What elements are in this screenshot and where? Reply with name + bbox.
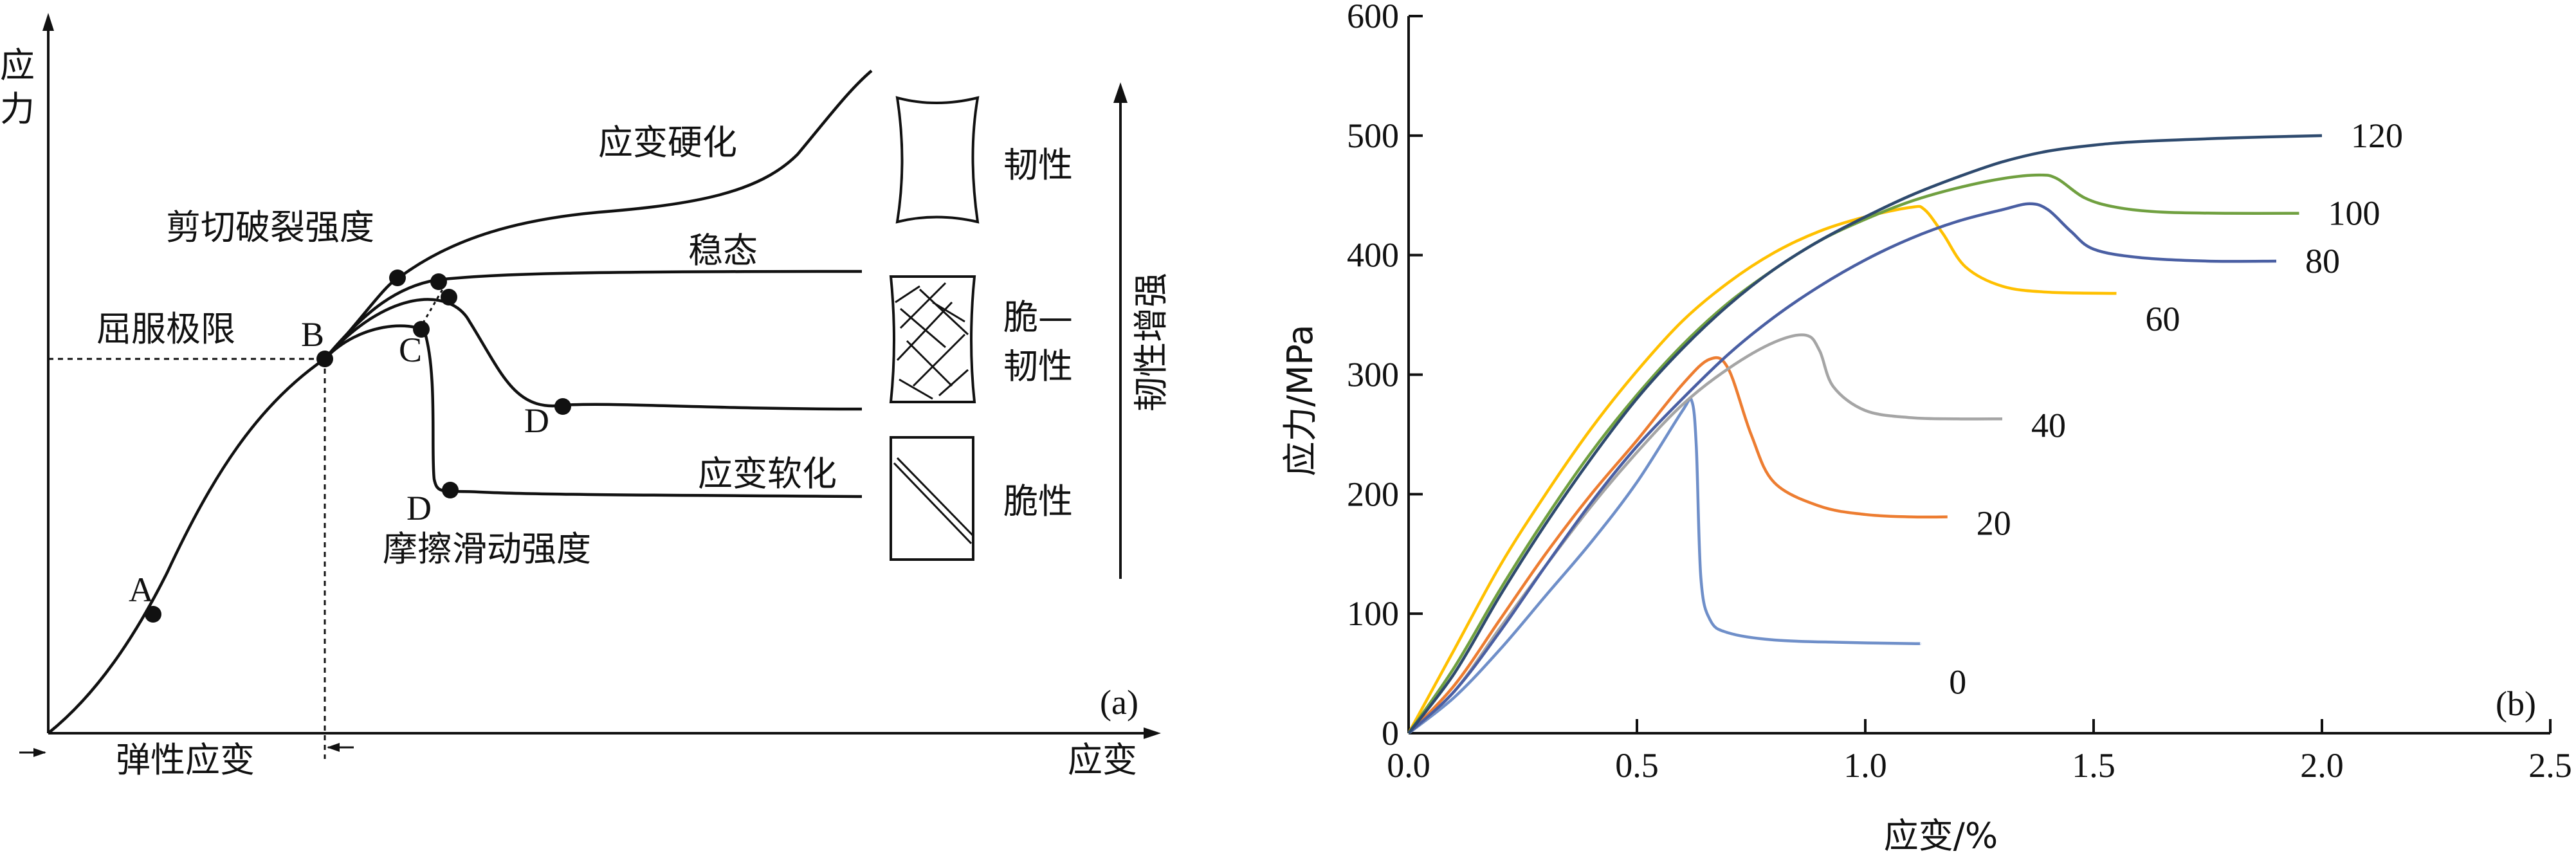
point-D-upper [554,398,571,415]
steady-state-curve [324,269,863,360]
series-label-40: 40 [2031,406,2066,444]
ductile-specimen-icon [895,96,980,224]
steady-state-label: 稳态 [688,230,758,271]
point-D-lower [442,482,459,498]
series-line-60 [1407,205,2117,735]
b-x-tick-label: 2.0 [2300,746,2344,785]
strain-hardening-curve [324,69,873,360]
series-label-100: 100 [2328,194,2380,233]
x-axis-label: 应变 [1068,740,1137,780]
y-axis-label-1: 应 [0,45,35,86]
brittle-label: 脆性 [1003,481,1073,522]
b-y-tick-label: 500 [1347,116,1399,155]
shear-point-3 [441,289,457,306]
brittle-ductile-label-2: 韧性 [1003,346,1073,387]
elastic-strain-label: 弹性应变 [116,740,255,780]
strain-softening-label: 应变软化 [698,453,837,494]
b-x-axis-label: 应变/% [1884,816,1998,856]
panel-label: (a) [1100,683,1138,722]
ductility-increase-label: 韧性增强 [1131,273,1171,412]
series-label-80: 80 [2305,242,2340,280]
label-A: A [129,570,154,609]
b-x-tick-label: 1.0 [1843,746,1887,785]
shear-point-2 [430,273,447,290]
label-D-upper: D [524,401,549,440]
point-B [316,351,333,367]
series-line-80 [1407,202,2277,735]
conceptual-stress-strain-chart: 应 力 应变 (a) A B C D D 屈服极限 剪切破裂强度 摩擦滑动强度 … [0,13,1171,780]
b-x-tick-label: 2.5 [2528,746,2572,785]
label-C: C [399,331,422,369]
point-C [413,321,430,338]
b-y-tick-label: 300 [1347,356,1399,394]
shear-strength-label: 剪切破裂强度 [166,207,374,248]
x-axis-arrow [1144,727,1161,739]
brittle-specimen-icon [890,436,974,561]
b-y-tick-label: 200 [1347,475,1399,513]
friction-strength-label: 摩擦滑动强度 [383,529,591,569]
series-line-100 [1407,173,2299,735]
b-x-tick-label: 0.5 [1615,746,1659,785]
elastic-arrowhead-left [33,748,46,757]
ductile-label: 韧性 [1003,145,1073,185]
strain-hardening-label: 应变硬化 [598,122,737,163]
series-label-120: 120 [2351,116,2403,155]
b-panel-label: (b) [2496,684,2536,723]
series-line-120 [1407,134,2323,735]
series-label-0: 0 [1949,663,1966,702]
strain-softening-curve [324,324,863,498]
elastic-arrowhead-right [327,743,340,752]
b-y-tick-label: 0 [1382,714,1399,753]
b-y-tick-label: 600 [1347,0,1399,35]
series-line-0 [1407,396,1922,735]
ductility-arrowhead [1113,82,1128,103]
b-y-tick-label: 400 [1347,236,1399,275]
brittle-ductile-label-1: 脆— [1003,297,1073,338]
y-axis-label-2: 力 [0,89,35,129]
series-line-20 [1407,356,1948,735]
shear-point-1 [389,269,406,286]
y-axis-arrow [42,13,54,31]
label-B: B [301,315,324,354]
brittle-ductile-specimen-icon [889,275,976,403]
series-label-60: 60 [2146,300,2180,338]
point-A [145,606,161,623]
series-label-20: 20 [1977,504,2011,543]
brittle-ductile-curve [324,298,863,411]
series-line-40 [1407,333,2003,735]
elastic-loading-curve [47,358,326,735]
label-D-lower: D [406,489,432,527]
b-x-tick-label: 0.0 [1387,746,1430,785]
b-x-tick-label: 1.5 [2072,746,2115,785]
yield-limit-label: 屈服极限 [96,309,235,349]
b-y-tick-label: 100 [1347,594,1399,633]
